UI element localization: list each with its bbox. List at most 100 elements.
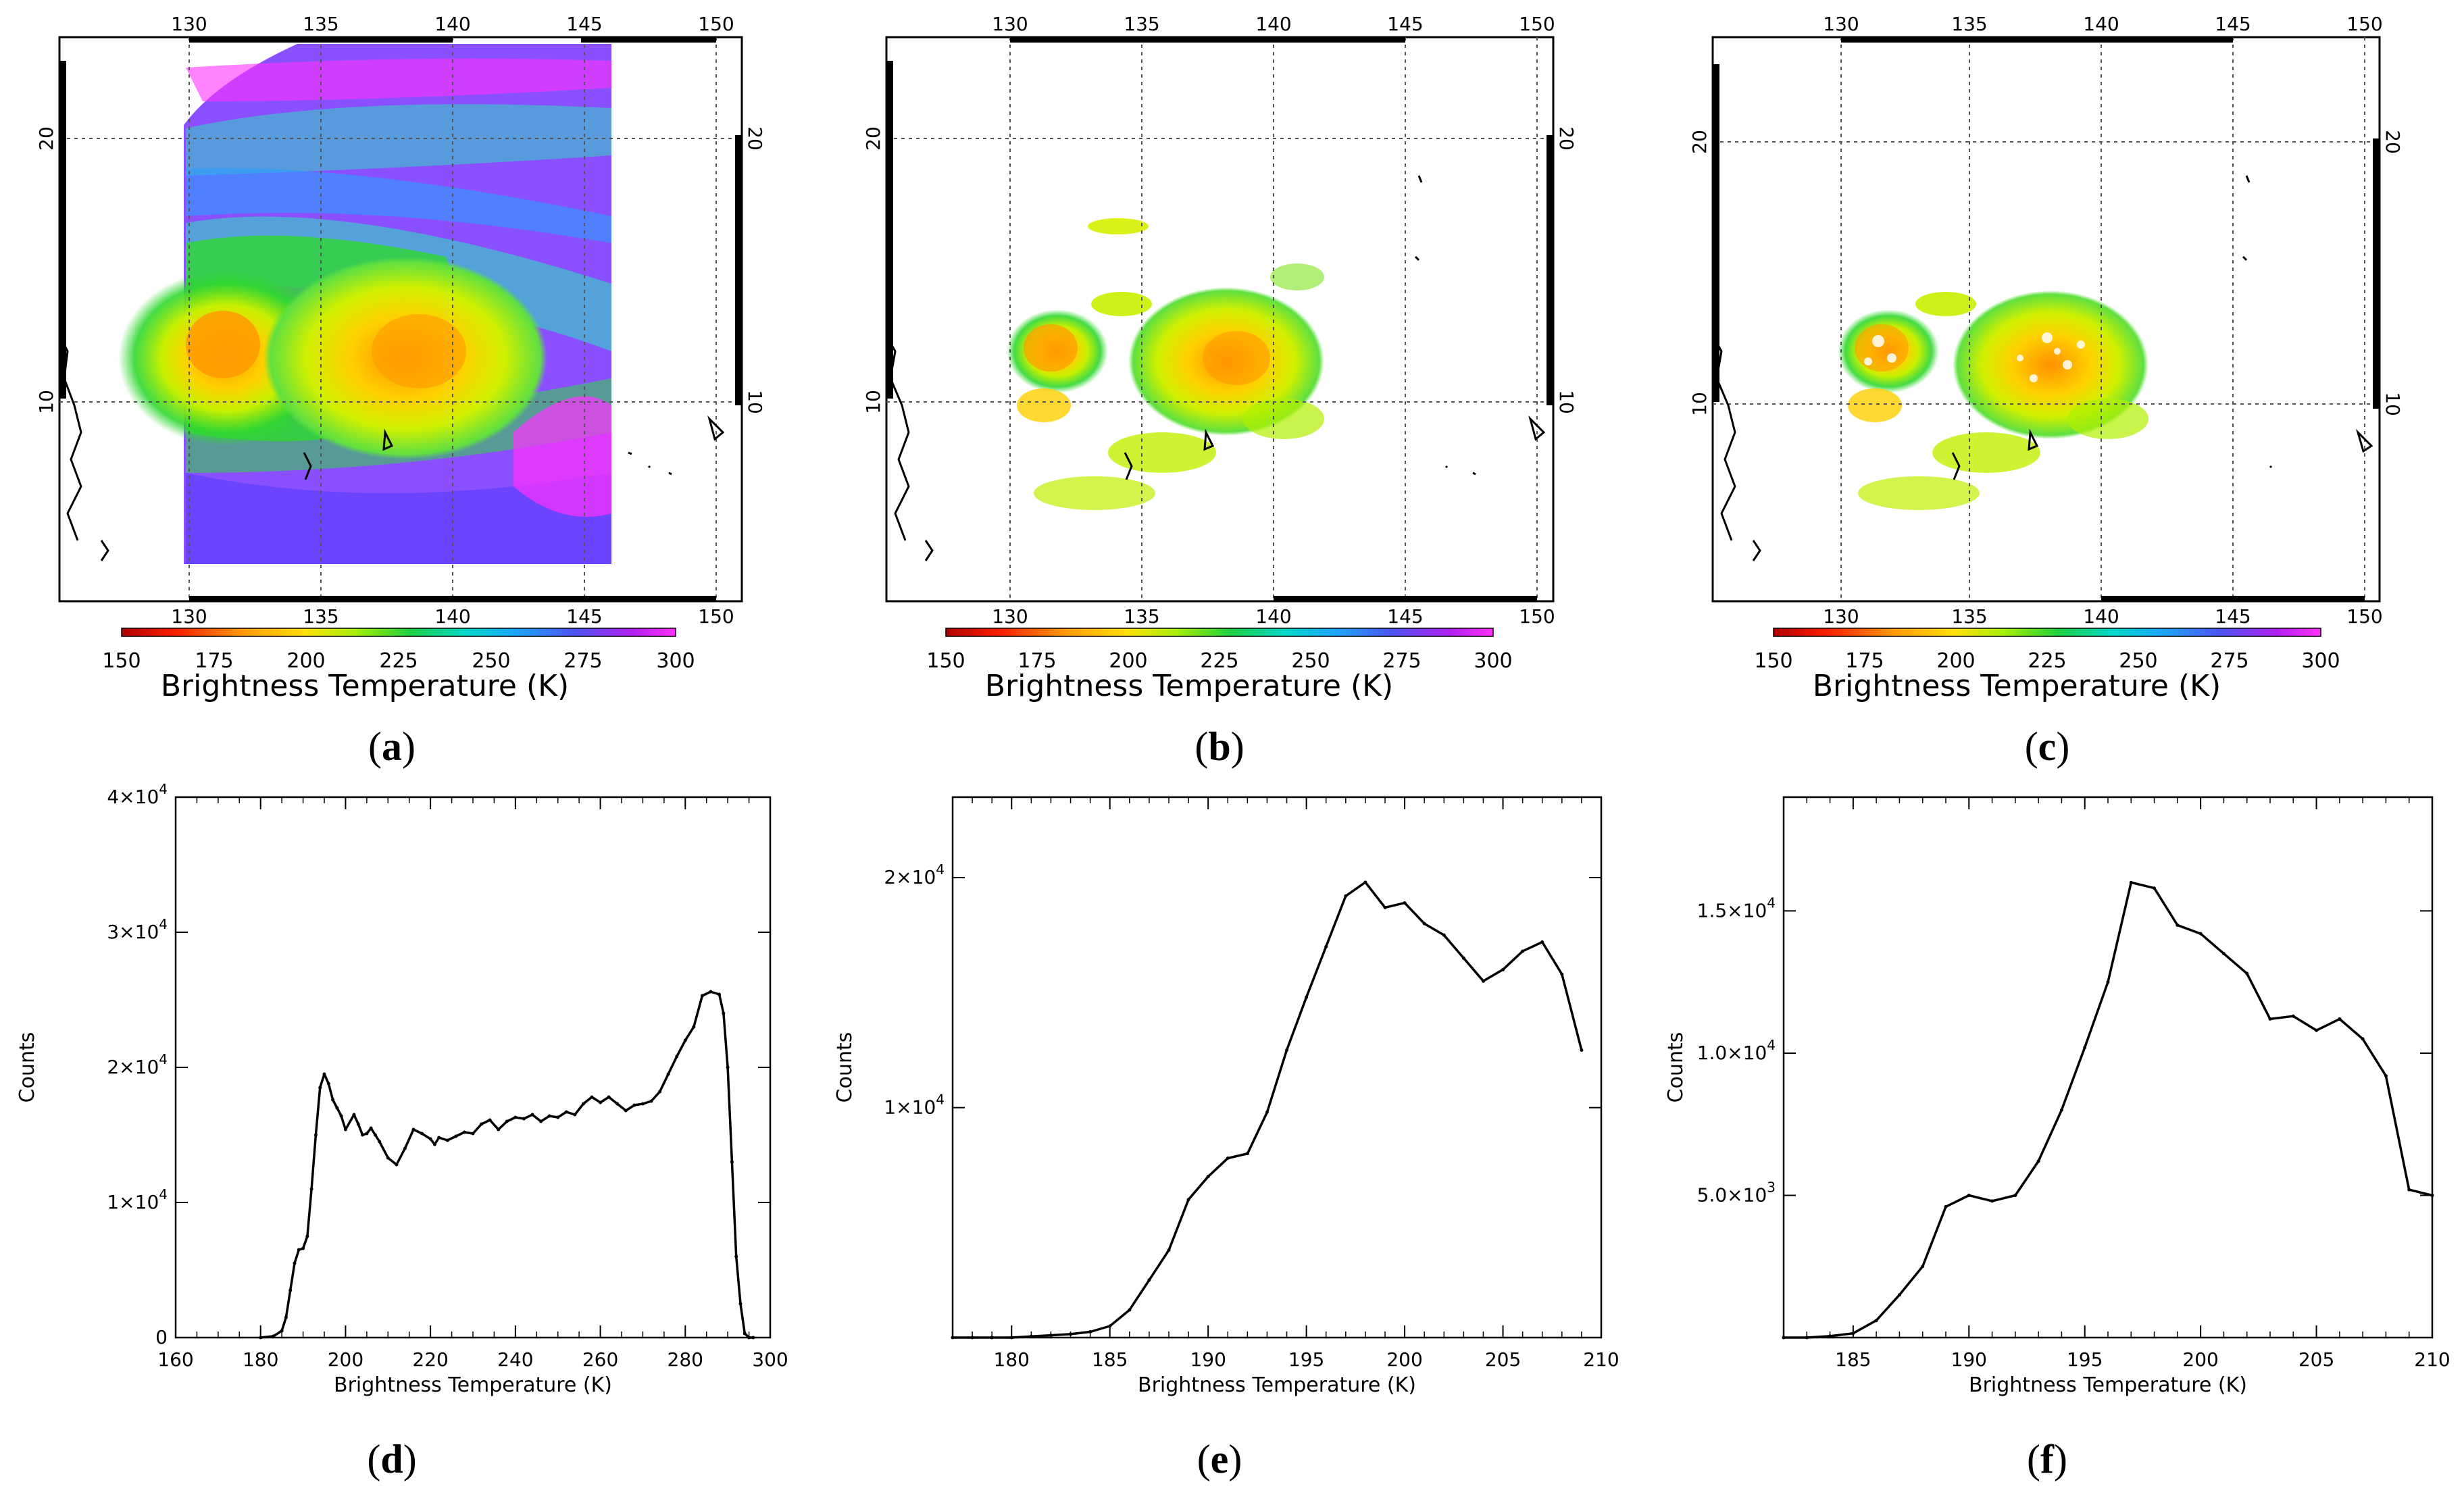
colorbar-tick: 300 — [1474, 649, 1512, 673]
colorbar-tick: 225 — [1200, 649, 1238, 673]
data-point — [700, 994, 704, 998]
y-tick-label: 0 — [155, 1326, 168, 1348]
data-point — [297, 1248, 301, 1252]
data-point — [1128, 1308, 1132, 1312]
lon-tick-top: 135 — [1951, 13, 1987, 35]
data-point — [369, 1126, 373, 1130]
lat-tick-left: 10 — [862, 390, 884, 414]
data-point — [1344, 894, 1348, 898]
x-axis-label: Brightness Temperature (K) — [1969, 1373, 2247, 1397]
data-point — [280, 1329, 284, 1333]
colorbar-tick: 150 — [1754, 649, 1792, 673]
data-point — [530, 1113, 534, 1117]
data-point — [607, 1095, 611, 1099]
data-point — [378, 1140, 382, 1144]
data-point — [488, 1118, 492, 1122]
data-point — [335, 1106, 339, 1110]
plot-frame — [174, 796, 772, 1339]
data-point — [649, 1099, 653, 1103]
map-grid — [59, 37, 742, 601]
data-point — [1245, 1152, 1249, 1156]
data-point — [309, 1187, 313, 1191]
data-point — [1422, 921, 1426, 925]
data-point — [2106, 980, 2110, 984]
y-tick-label: 1.0×104 — [1697, 1037, 1776, 1064]
data-point — [990, 1336, 994, 1340]
data-point — [505, 1119, 509, 1123]
x-tick-label: 210 — [2414, 1348, 2450, 1371]
map-panel-c: 130 135 140 145 150 130 135 140 145 150 … — [1688, 13, 2404, 769]
panel-label-e: (e) — [1197, 1437, 1242, 1481]
lat-tick-left: 10 — [35, 390, 57, 414]
colorbar-tick: 200 — [286, 649, 325, 673]
y-tick-label: 2×104 — [884, 861, 945, 888]
colorbar — [945, 628, 1494, 637]
lon-tick-bottom: 140 — [1255, 605, 1291, 628]
panel-label-d: (d) — [367, 1437, 416, 1481]
colorbar-tick: 225 — [2028, 649, 2066, 673]
lon-tick-bottom: 150 — [1519, 605, 1555, 628]
data-point — [356, 1122, 360, 1126]
lat-tick-left: 20 — [35, 126, 57, 151]
data-point — [1363, 880, 1367, 884]
x-tick-label: 190 — [1190, 1348, 1226, 1371]
data-point — [513, 1115, 518, 1119]
lat-tick-right: 10 — [744, 390, 766, 414]
data-point — [352, 1113, 356, 1117]
data-point — [573, 1113, 577, 1117]
data-point — [428, 1137, 432, 1141]
data-point — [718, 992, 722, 996]
panel-label-f: (f) — [2027, 1437, 2067, 1481]
data-point — [590, 1095, 594, 1099]
colorbar-tick: 300 — [2301, 649, 2340, 673]
data-point — [726, 1065, 730, 1069]
data-point — [420, 1132, 424, 1136]
data-point — [471, 1132, 475, 1136]
coastline — [59, 337, 725, 561]
data-point — [432, 1142, 436, 1146]
data-point — [2291, 1014, 2295, 1018]
data-point — [1782, 1336, 1786, 1340]
lon-tick-bottom: 140 — [434, 605, 470, 628]
data-point — [437, 1136, 441, 1140]
data-point — [284, 1315, 288, 1319]
x-tick-label: 240 — [497, 1348, 533, 1371]
lon-tick-bottom: 150 — [698, 605, 734, 628]
x-tick-label: 210 — [1583, 1348, 1619, 1371]
histogram-panel-e: 180 185 190 195 200 205 210 1×104 2×104 Brightnes… — [833, 796, 1619, 1397]
map-grid — [1713, 37, 2380, 601]
data-point — [1167, 1248, 1171, 1252]
data-point — [318, 1086, 322, 1090]
data-point — [1990, 1199, 1994, 1203]
data-point — [1944, 1204, 1948, 1209]
data-point — [970, 1336, 974, 1340]
lon-tick-top: 140 — [2083, 13, 2119, 35]
data-point — [1226, 1156, 1230, 1160]
data-point — [361, 1133, 365, 1137]
map-grid — [886, 37, 1553, 601]
data-point — [2315, 1028, 2319, 1032]
y-axis-label: Counts — [1664, 1032, 1688, 1103]
colorbar-tick: 150 — [926, 649, 965, 673]
data-point — [2059, 1108, 2063, 1112]
data-point — [301, 1246, 305, 1250]
x-tick-label: 160 — [157, 1348, 193, 1371]
data-point — [692, 1025, 696, 1029]
map-panel-a: 130 135 140 145 150 130 135 140 145 150 … — [35, 13, 766, 769]
data-point — [386, 1156, 390, 1160]
data-point — [2338, 1017, 2342, 1021]
data-point — [1851, 1331, 1855, 1336]
data-point — [1874, 1319, 1878, 1323]
colorbar-tick: 175 — [1845, 649, 1884, 673]
x-axis-label: Brightness Temperature (K) — [1138, 1373, 1416, 1397]
data-point — [1305, 995, 1309, 999]
data-point — [411, 1127, 416, 1132]
data-point — [564, 1110, 568, 1114]
data-point — [1147, 1278, 1151, 1282]
x-tick-label: 200 — [2182, 1348, 2218, 1371]
data-point — [2407, 1188, 2411, 1192]
map-panel-b: 130 135 140 145 150 130 135 140 145 150 … — [862, 13, 1578, 769]
y-tick-label: 3×104 — [107, 916, 168, 943]
lon-tick-top: 145 — [2215, 13, 2251, 35]
